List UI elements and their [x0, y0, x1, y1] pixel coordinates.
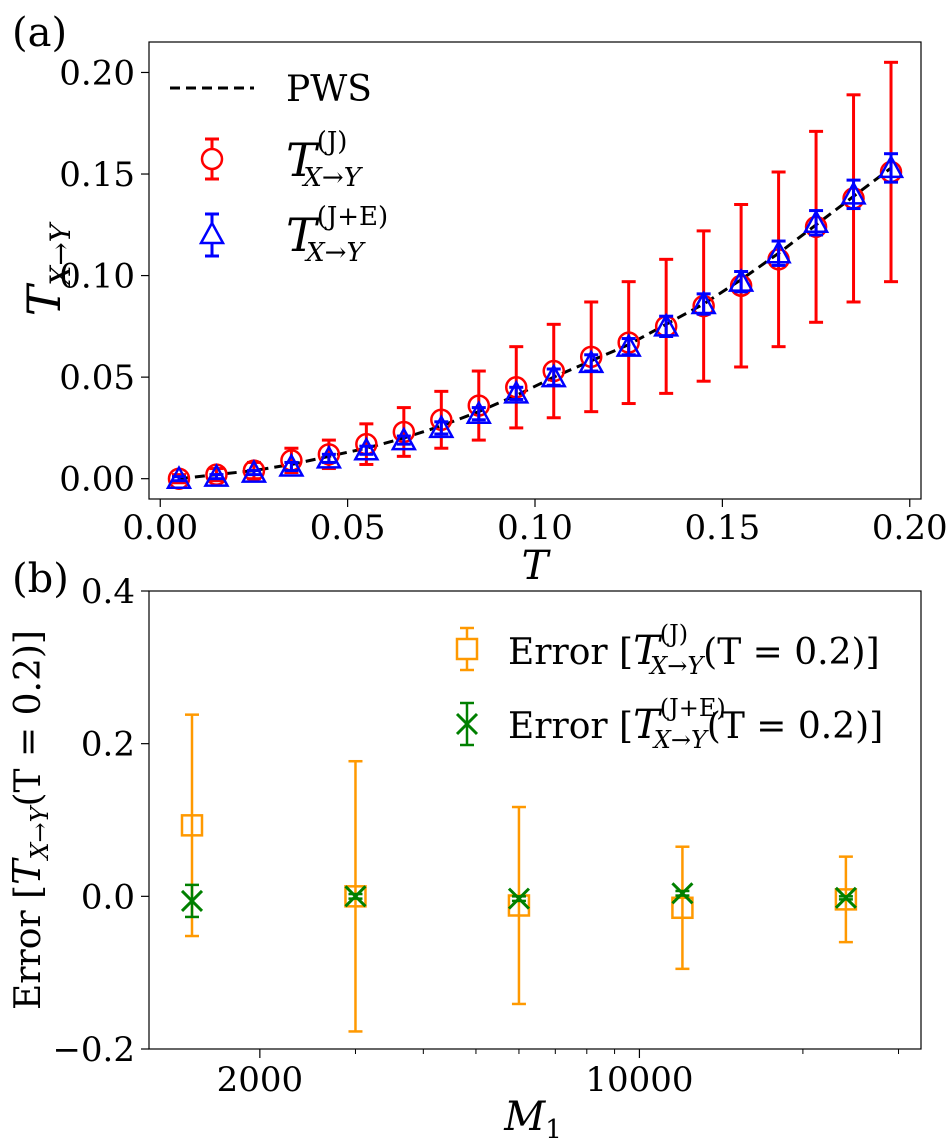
tje-point — [503, 379, 530, 404]
y-tick-label: 0.4 — [81, 572, 135, 612]
tje-point — [653, 312, 680, 337]
x-tick-label: 0.05 — [310, 508, 386, 548]
error-tje-point — [507, 887, 531, 910]
tje-point — [428, 414, 455, 439]
tj-point — [317, 443, 341, 466]
panel-b-ticks: 2000 10000 −0.2 0.0 0.2 0.4 — [52, 572, 900, 1100]
error-tj-point — [180, 814, 204, 837]
y-tick-label: 0.05 — [59, 358, 135, 398]
y-tick-label: 0.2 — [81, 725, 135, 765]
tje-point — [203, 463, 230, 487]
error-tje-point — [671, 882, 694, 905]
x-tick-label: 0.15 — [685, 508, 761, 548]
y-tick-label: 0.10 — [59, 257, 135, 297]
tje-point — [840, 180, 867, 205]
y-tick-label: −0.2 — [52, 1030, 135, 1070]
panel-a-legend: PWS T(J) X→Y T(J+E) X→Y — [170, 69, 388, 268]
x-tick-label: 2000 — [217, 1060, 304, 1100]
tje-point — [877, 154, 905, 179]
x-tick-label: 0.20 — [872, 508, 948, 548]
error-tje-point — [834, 886, 857, 909]
tje-point — [765, 239, 792, 264]
legend-error-tj-label: Error [T(J) X→Y(T = 0.2)] — [508, 620, 880, 680]
panel-b-ylabel: Error [TX→Y(T = 0.2)] — [5, 630, 54, 1010]
error-tje-point — [180, 889, 204, 912]
panel-b-frame — [148, 590, 922, 1050]
legend-tje-swatch — [198, 212, 226, 258]
error-tje-series — [180, 882, 857, 919]
error-tj-point — [834, 888, 858, 911]
legend-tj-label: T(J) X→Y — [286, 127, 364, 193]
x-tick-label: 10000 — [585, 1060, 693, 1100]
y-tick-label: 0.15 — [59, 155, 135, 195]
legend-error-tj-swatch — [455, 626, 479, 672]
legend-tje-label: T(J+E) X→Y — [286, 202, 388, 268]
y-tick-label: 0.00 — [59, 460, 135, 500]
error-tje-point — [344, 885, 367, 908]
tje-point — [615, 333, 642, 357]
tje-point — [315, 444, 342, 469]
y-tick-label: 0.0 — [81, 877, 135, 917]
tje-point — [353, 436, 380, 461]
tje-point — [802, 209, 830, 234]
tje-point — [278, 452, 305, 477]
tje-point — [240, 459, 268, 483]
panel-b-xlabel: M1 — [503, 1094, 562, 1145]
error-tj-series — [180, 713, 858, 1033]
panel-b: (b) 2000 10000 −0.2 0.0 0.2 0.4 M1 Error [TX→… — [5, 556, 922, 1145]
panel-b-legend: Error [T(J) X→Y(T = 0.2)] Error [T(J+E) X→… — [455, 620, 883, 754]
y-tick-label: 0.20 — [59, 53, 135, 93]
panel-a-ylabel: TX→Y — [17, 221, 77, 316]
legend-tj-swatch — [200, 137, 224, 181]
tje-point — [578, 349, 605, 374]
tje-point — [165, 465, 193, 489]
error-tj-point — [344, 885, 367, 908]
panel-a-ticks: 0.00 0.05 0.10 0.15 0.20 0.00 0.05 0.10 0.15 0.20 — [59, 53, 947, 548]
panel-b-label: (b) — [12, 556, 69, 602]
legend-pws-label: PWS — [286, 69, 372, 110]
tj-series — [167, 60, 903, 490]
legend-error-tje-swatch — [455, 701, 479, 747]
panel-a-xlabel: T — [522, 543, 552, 589]
tje-point — [390, 426, 417, 451]
panel-a-label: (a) — [12, 10, 67, 56]
tje-point — [690, 290, 717, 315]
tje-point — [465, 400, 492, 424]
x-tick-label: 0.10 — [497, 508, 573, 548]
error-tj-point — [671, 896, 694, 920]
panel-a-frame — [148, 41, 922, 500]
panel-a: (a) 0.00 0.05 0.10 0.15 0.20 0.00 0.05 0.10 0.15… — [12, 10, 948, 589]
legend-error-tje-label: Error [T(J+E) X→Y(T = 0.2)] — [508, 694, 883, 754]
x-tick-label: 0.00 — [122, 508, 198, 548]
tje-point — [728, 268, 755, 292]
tje-point — [540, 363, 567, 388]
tje-series — [165, 152, 905, 489]
